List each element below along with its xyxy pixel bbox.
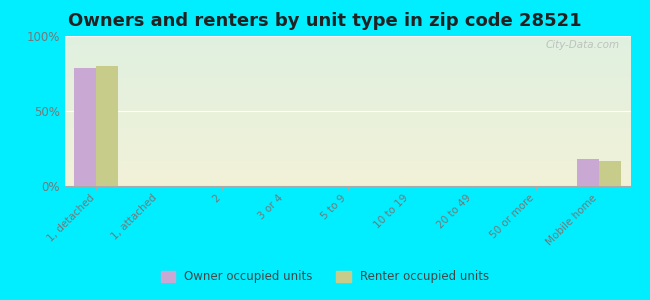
Bar — [577, 159, 599, 186]
Bar — [74, 68, 96, 186]
Legend: Owner occupied units, Renter occupied units: Owner occupied units, Renter occupied un… — [156, 266, 494, 288]
Text: Owners and renters by unit type in zip code 28521: Owners and renters by unit type in zip c… — [68, 12, 582, 30]
Bar — [96, 66, 118, 186]
Text: City-Data.com: City-Data.com — [545, 40, 619, 50]
Bar — [599, 160, 621, 186]
